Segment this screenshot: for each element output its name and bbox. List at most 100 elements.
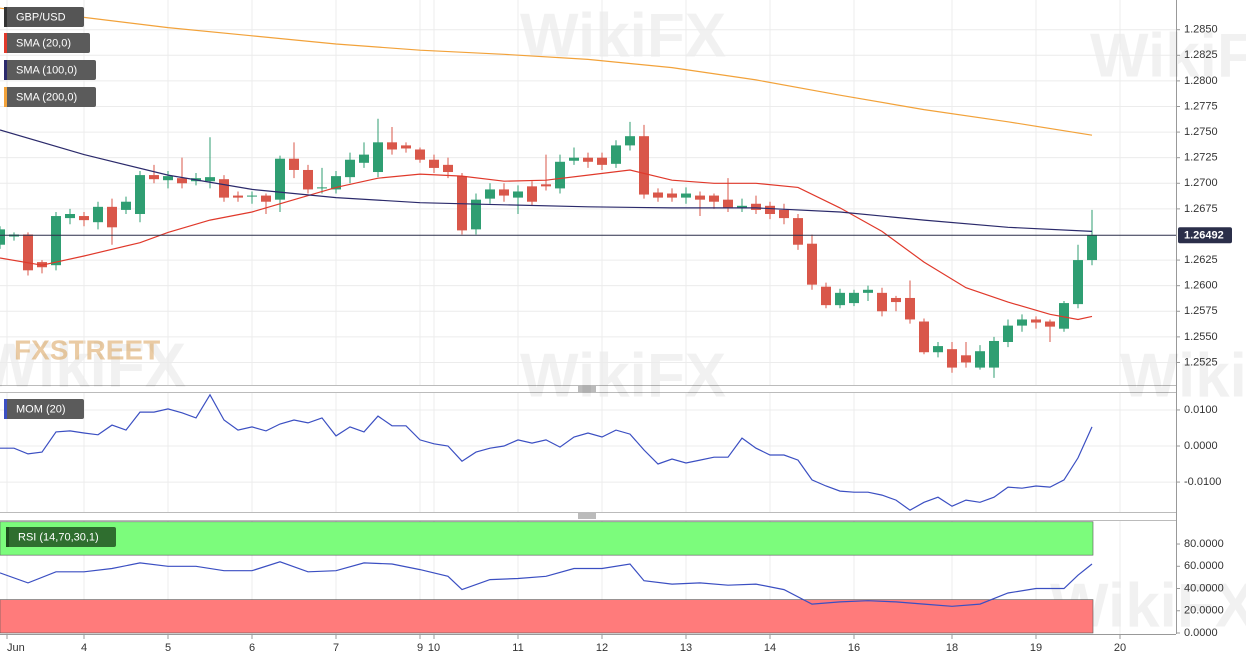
candle-body <box>205 177 215 182</box>
x-tick-label: 18 <box>946 642 958 654</box>
legend-box <box>4 87 96 107</box>
panel-frames <box>0 0 1177 635</box>
y-tick-label: 1.2675 <box>1184 203 1218 215</box>
x-tick-label: Jun <box>7 642 25 654</box>
candle-body <box>667 193 677 198</box>
rsi-zone <box>0 521 1094 556</box>
watermarks: WikiFX WikiFX WikiFX WikiFX WikiFX WikiF… <box>0 1 1246 640</box>
candle-body <box>0 229 5 245</box>
candle-body <box>163 176 173 181</box>
legend-swatch <box>4 399 7 419</box>
candle-body <box>737 205 747 208</box>
candle-body <box>513 191 523 198</box>
y-tick-label: 1.2825 <box>1184 49 1218 61</box>
indicator-line <box>0 393 1093 511</box>
plot-layer: Jun 4 5 6 7 9 10 11 12 13 14 16 18 19 20 1.2850 1.2825 1.… <box>0 0 1232 654</box>
legend-swatch <box>4 60 7 80</box>
last-price-label: 1.26492 <box>1184 230 1224 242</box>
x-tick-label: 10 <box>428 642 440 654</box>
candle-body <box>779 209 789 219</box>
watermark: WikiFX <box>0 331 186 400</box>
y-tick-label: 80.0000 <box>1184 538 1224 550</box>
y-tick-label: 1.2800 <box>1184 75 1218 87</box>
legend-box <box>4 7 84 27</box>
x-tick-label: 16 <box>848 642 860 654</box>
candle-body <box>247 195 257 197</box>
watermark: WikiFX <box>520 1 726 70</box>
legend-label: MOM (20) <box>16 403 66 415</box>
candle-body <box>863 289 873 293</box>
legend-label: RSI (14,70,30,1) <box>18 531 99 543</box>
candle-body <box>443 164 453 173</box>
candle-body <box>135 175 145 215</box>
candle-body <box>107 206 117 228</box>
candle-body <box>653 192 663 198</box>
candle-body <box>79 216 89 221</box>
candle-body <box>275 158 285 200</box>
candle-body <box>317 187 327 189</box>
y-tick-label: 20.0000 <box>1184 605 1224 617</box>
candle-body <box>947 349 957 368</box>
candle-body <box>765 205 775 215</box>
candle-body <box>877 292 887 312</box>
resize-handle[interactable] <box>578 513 596 519</box>
y-tick-label: 1.2575 <box>1184 305 1218 317</box>
legend-label: SMA (100,0) <box>16 64 77 76</box>
candle-body <box>919 321 929 353</box>
candle-body <box>793 218 803 245</box>
y-tick-label: 1.2700 <box>1184 177 1218 189</box>
legend-label: GBP/USD <box>16 11 66 23</box>
panel <box>0 393 1176 511</box>
candle-body <box>807 243 817 285</box>
candle-body <box>583 157 593 162</box>
watermark: WikiFX <box>1120 341 1246 410</box>
candle-body <box>177 178 187 184</box>
candle-body <box>1087 235 1097 261</box>
candle-body <box>471 199 481 230</box>
candle-body <box>1045 321 1055 327</box>
x-tick-label: 13 <box>680 642 692 654</box>
y-tick-label: 1.2850 <box>1184 24 1218 36</box>
candle-body <box>1031 319 1041 323</box>
indicator-line <box>0 7 1093 136</box>
legend-label: SMA (200,0) <box>16 91 77 103</box>
x-tick-label: 20 <box>1114 642 1126 654</box>
legend-label: SMA (20,0) <box>16 37 71 49</box>
y-tick-label: 1.2625 <box>1184 254 1218 266</box>
candle-body <box>289 158 299 170</box>
x-tick-label: 14 <box>764 642 776 654</box>
candle-body <box>93 206 103 223</box>
candle-body <box>499 189 509 196</box>
candle-body <box>429 159 439 168</box>
watermark: WikiFX <box>1090 21 1246 90</box>
resize-handle[interactable] <box>578 386 596 392</box>
x-tick-label: 5 <box>165 642 171 654</box>
y-tick-label: 0.0100 <box>1184 404 1218 416</box>
candle-body <box>961 355 971 363</box>
legend-box <box>4 33 90 53</box>
y-tick-label: 1.2600 <box>1184 280 1218 292</box>
candle-body <box>1017 319 1027 326</box>
candle-body <box>905 297 915 320</box>
y-tick-label: 1.2775 <box>1184 100 1218 112</box>
candle-body <box>527 186 537 202</box>
y-tick-label: 1.2550 <box>1184 331 1218 343</box>
candle-body <box>541 184 551 187</box>
candle-body <box>625 136 635 146</box>
y-tick-label: 60.0000 <box>1184 560 1224 572</box>
candle-body <box>219 179 229 198</box>
brand-logo: FXSTREET <box>14 334 160 365</box>
legend-swatch <box>4 7 7 27</box>
candle-body <box>373 142 383 173</box>
candle-body <box>387 142 397 150</box>
y-tick-label: 1.2725 <box>1184 152 1218 164</box>
candle-body <box>821 286 831 306</box>
candle-body <box>149 175 159 180</box>
candle-body <box>989 340 999 368</box>
candle-body <box>261 195 271 202</box>
candle-body <box>975 351 985 368</box>
y-tick-label: 40.0000 <box>1184 582 1224 594</box>
candle-body <box>723 199 733 208</box>
candle-body <box>639 136 649 195</box>
